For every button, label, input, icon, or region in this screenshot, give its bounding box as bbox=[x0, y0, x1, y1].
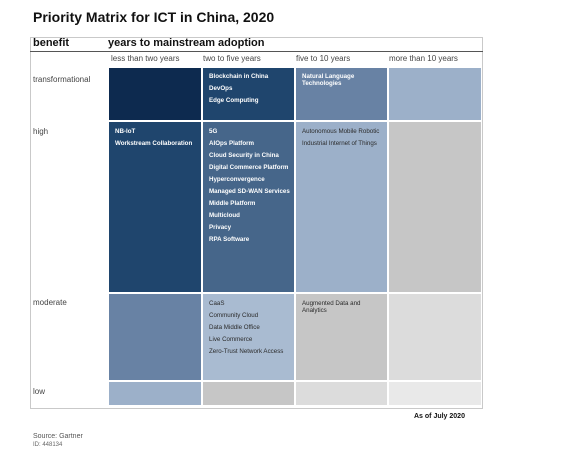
technology-item: Industrial Internet of Things bbox=[302, 140, 377, 147]
column-label-two-to-five-years: two to five years bbox=[203, 54, 261, 63]
cell-items: NB-IoT Workstream Collaboration bbox=[115, 128, 197, 152]
cell-moderate-less-than-two-years bbox=[108, 293, 202, 381]
cell-high-five-to-10-years: Autonomous Mobile Robotic Industrial Int… bbox=[295, 121, 388, 293]
cell-moderate-five-to-10-years: Augmented Data and Analytics bbox=[295, 293, 388, 381]
as-of-date: As of July 2020 bbox=[414, 413, 465, 420]
cell-high-more-than-10-years bbox=[388, 121, 482, 293]
cell-low-less-than-two-years bbox=[108, 381, 202, 406]
page-title: Priority Matrix for ICT in China, 2020 bbox=[33, 9, 275, 25]
benefit-header: benefit bbox=[33, 37, 70, 49]
row-label-transformational: transformational bbox=[33, 75, 91, 84]
cell-transformational-less-than-two-years bbox=[108, 67, 202, 121]
technology-item: Multicloud bbox=[209, 212, 240, 219]
priority-matrix bbox=[30, 37, 483, 409]
header-divider bbox=[30, 51, 483, 52]
technology-item: Data Middle Office bbox=[209, 324, 260, 331]
cell-low-five-to-10-years bbox=[295, 381, 388, 406]
technology-item: AIOps Platform bbox=[209, 140, 255, 147]
cell-high-less-than-two-years: NB-IoT Workstream Collaboration bbox=[108, 121, 202, 293]
cell-moderate-two-to-five-years: CaaS Community Cloud Data Middle Office … bbox=[202, 293, 295, 381]
technology-item: Edge Computing bbox=[209, 97, 259, 104]
cell-items: Augmented Data and Analytics bbox=[302, 300, 384, 319]
years-header: years to mainstream adoption bbox=[108, 37, 265, 49]
technology-item: DevOps bbox=[209, 85, 233, 92]
technology-item: Blockchain in China bbox=[209, 73, 269, 80]
cell-items: Blockchain in China DevOps Edge Computin… bbox=[209, 73, 291, 109]
technology-item: Managed SD-WAN Services bbox=[209, 188, 290, 195]
technology-item: Community Cloud bbox=[209, 312, 259, 319]
technology-item: NB-IoT bbox=[115, 128, 136, 135]
cell-items: CaaS Community Cloud Data Middle Office … bbox=[209, 300, 291, 360]
cell-low-more-than-10-years bbox=[388, 381, 482, 406]
column-label-five-to-10-years: five to 10 years bbox=[296, 54, 351, 63]
cell-high-two-to-five-years: 5G AIOps Platform Cloud Security in Chin… bbox=[202, 121, 295, 293]
row-label-high: high bbox=[33, 127, 49, 136]
row-label-low: low bbox=[33, 387, 46, 396]
technology-item: Zero-Trust Network Access bbox=[209, 348, 284, 355]
technology-item: Privacy bbox=[209, 224, 232, 231]
cell-items: Autonomous Mobile Robotic Industrial Int… bbox=[302, 128, 384, 152]
row-label-moderate: moderate bbox=[33, 298, 67, 307]
technology-item: Workstream Collaboration bbox=[115, 140, 193, 147]
cell-items: 5G AIOps Platform Cloud Security in Chin… bbox=[209, 128, 291, 248]
column-label-more-than-10-years: more than 10 years bbox=[389, 54, 458, 63]
cell-items: Natural Language Technologies bbox=[302, 73, 384, 92]
technology-item: 5G bbox=[209, 128, 218, 135]
cell-transformational-two-to-five-years: Blockchain in China DevOps Edge Computin… bbox=[202, 67, 295, 121]
technology-item: Middle Platform bbox=[209, 200, 256, 207]
cell-low-two-to-five-years bbox=[202, 381, 295, 406]
technology-item: Autonomous Mobile Robotic bbox=[302, 128, 380, 135]
technology-item: Augmented Data and Analytics bbox=[302, 300, 361, 314]
technology-item: CaaS bbox=[209, 300, 225, 307]
cell-transformational-more-than-10-years bbox=[388, 67, 482, 121]
technology-item: Cloud Security in China bbox=[209, 152, 279, 159]
source-label: Source: Gartner bbox=[33, 433, 83, 440]
technology-item: Natural Language Technologies bbox=[302, 73, 355, 87]
cell-transformational-five-to-10-years: Natural Language Technologies bbox=[295, 67, 388, 121]
cell-moderate-more-than-10-years bbox=[388, 293, 482, 381]
technology-item: RPA Software bbox=[209, 236, 250, 243]
technology-item: Live Commerce bbox=[209, 336, 253, 343]
document-id: ID: 448134 bbox=[33, 442, 63, 448]
technology-item: Hyperconvergence bbox=[209, 176, 265, 183]
column-label-less-than-two-years: less than two years bbox=[111, 54, 180, 63]
technology-item: Digital Commerce Platform bbox=[209, 164, 289, 171]
